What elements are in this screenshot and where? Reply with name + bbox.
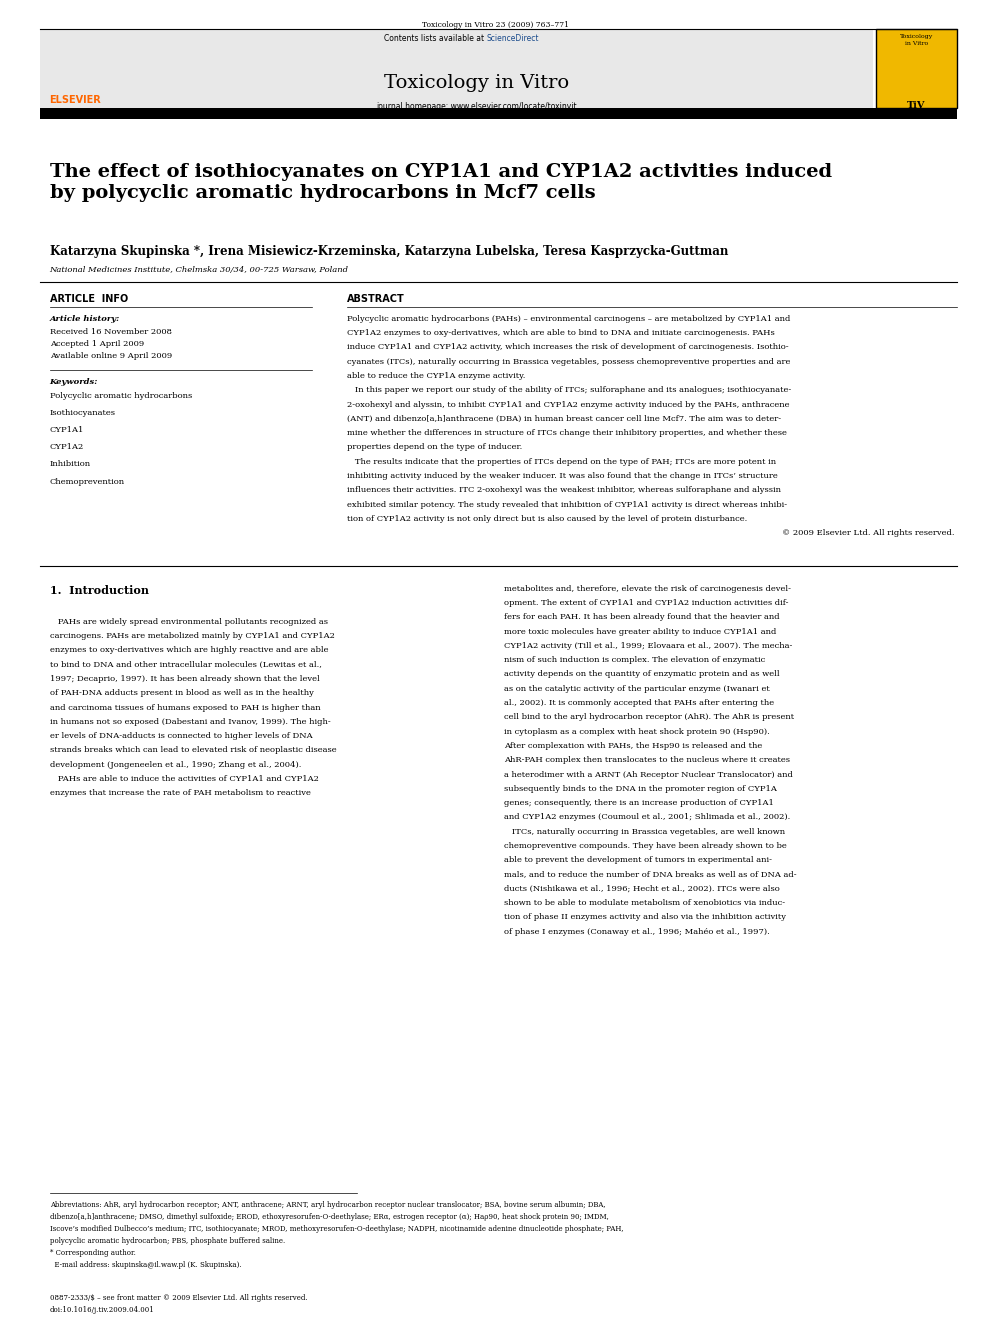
Text: a heterodimer with a ARNT (Ah Receptor Nuclear Translocator) and: a heterodimer with a ARNT (Ah Receptor N… bbox=[504, 770, 793, 778]
Text: chemopreventive compounds. They have been already shown to be: chemopreventive compounds. They have bee… bbox=[504, 841, 787, 849]
Text: metabolites and, therefore, elevate the risk of carcinogenesis devel-: metabolites and, therefore, elevate the … bbox=[504, 585, 791, 593]
Text: ARTICLE  INFO: ARTICLE INFO bbox=[50, 294, 128, 304]
Text: as on the catalytic activity of the particular enzyme (Iwanari et: as on the catalytic activity of the part… bbox=[504, 685, 770, 693]
Text: ELSEVIER: ELSEVIER bbox=[50, 95, 101, 106]
Text: 1997; Decaprio, 1997). It has been already shown that the level: 1997; Decaprio, 1997). It has been alrea… bbox=[50, 675, 319, 683]
Text: enzymes to oxy-derivatives which are highly reactive and are able: enzymes to oxy-derivatives which are hig… bbox=[50, 647, 328, 655]
Text: able to reduce the CYP1A enzyme activity.: able to reduce the CYP1A enzyme activity… bbox=[347, 372, 526, 380]
Text: shown to be able to modulate metabolism of xenobiotics via induc-: shown to be able to modulate metabolism … bbox=[504, 900, 785, 908]
Text: The results indicate that the properties of ITCs depend on the type of PAH; ITCs: The results indicate that the properties… bbox=[347, 458, 777, 466]
Text: Polycyclic aromatic hydrocarbons (PAHs) – environmental carcinogens – are metabo: Polycyclic aromatic hydrocarbons (PAHs) … bbox=[347, 315, 791, 323]
Text: Toxicology in Vitro: Toxicology in Vitro bbox=[384, 74, 568, 91]
Text: cell bind to the aryl hydrocarbon receptor (AhR). The AhR is present: cell bind to the aryl hydrocarbon recept… bbox=[504, 713, 794, 721]
Text: strands breaks which can lead to elevated risk of neoplastic disease: strands breaks which can lead to elevate… bbox=[50, 746, 336, 754]
Text: properties depend on the type of inducer.: properties depend on the type of inducer… bbox=[347, 443, 523, 451]
Text: to bind to DNA and other intracellular molecules (Lewitas et al.,: to bind to DNA and other intracellular m… bbox=[50, 660, 321, 668]
Text: tion of CYP1A2 activity is not only direct but is also caused by the level of pr: tion of CYP1A2 activity is not only dire… bbox=[347, 515, 747, 523]
Text: opment. The extent of CYP1A1 and CYP1A2 induction activities dif-: opment. The extent of CYP1A1 and CYP1A2 … bbox=[504, 599, 789, 607]
Text: genes; consequently, there is an increase production of CYP1A1: genes; consequently, there is an increas… bbox=[504, 799, 774, 807]
Text: Keywords:: Keywords: bbox=[50, 378, 98, 386]
Text: Article history:: Article history: bbox=[50, 315, 120, 323]
Text: Iscove’s modified Dulbecco’s medium; ITC, isothiocyanate; MROD, methoxyresorufen: Iscove’s modified Dulbecco’s medium; ITC… bbox=[50, 1225, 623, 1233]
Text: tion of phase II enzymes activity and also via the inhibition activity: tion of phase II enzymes activity and al… bbox=[504, 913, 786, 921]
Text: able to prevent the development of tumors in experimental ani-: able to prevent the development of tumor… bbox=[504, 856, 772, 864]
Text: ducts (Nishikawa et al., 1996; Hecht et al., 2002). ITCs were also: ducts (Nishikawa et al., 1996; Hecht et … bbox=[504, 885, 780, 893]
Text: 0887-2333/$ – see front matter © 2009 Elsevier Ltd. All rights reserved.: 0887-2333/$ – see front matter © 2009 El… bbox=[50, 1294, 308, 1302]
Text: Polycyclic aromatic hydrocarbons: Polycyclic aromatic hydrocarbons bbox=[50, 392, 191, 400]
Text: mine whether the differences in structure of ITCs change their inhibitory proper: mine whether the differences in structur… bbox=[347, 429, 787, 437]
Text: CYP1A1: CYP1A1 bbox=[50, 426, 84, 434]
Text: influences their activities. ITC 2-oxohexyl was the weakest inhibitor, whereas s: influences their activities. ITC 2-oxohe… bbox=[347, 487, 782, 495]
Text: and carcinoma tissues of humans exposed to PAH is higher than: and carcinoma tissues of humans exposed … bbox=[50, 704, 320, 712]
Text: AhR-PAH complex then translocates to the nucleus where it creates: AhR-PAH complex then translocates to the… bbox=[504, 757, 790, 765]
Text: Accepted 1 April 2009: Accepted 1 April 2009 bbox=[50, 340, 144, 348]
Text: mals, and to reduce the number of DNA breaks as well as of DNA ad-: mals, and to reduce the number of DNA br… bbox=[504, 871, 797, 878]
Text: 2-oxohexyl and alyssin, to inhibit CYP1A1 and CYP1A2 enzyme activity induced by : 2-oxohexyl and alyssin, to inhibit CYP1A… bbox=[347, 401, 790, 409]
Text: Abbreviations: AhR, aryl hydrocarbon receptor; ANT, anthracene; ARNT, aryl hydro: Abbreviations: AhR, aryl hydrocarbon rec… bbox=[50, 1201, 605, 1209]
Text: ScienceDirect: ScienceDirect bbox=[486, 34, 539, 44]
Text: and CYP1A2 enzymes (Coumoul et al., 2001; Shlimada et al., 2002).: and CYP1A2 enzymes (Coumoul et al., 2001… bbox=[504, 814, 791, 822]
Text: Toxicology
in Vitro: Toxicology in Vitro bbox=[900, 34, 933, 45]
Text: ABSTRACT: ABSTRACT bbox=[347, 294, 405, 304]
Text: inhibiting activity induced by the weaker inducer. It was also found that the ch: inhibiting activity induced by the weake… bbox=[347, 472, 778, 480]
Text: fers for each PAH. It has been already found that the heavier and: fers for each PAH. It has been already f… bbox=[504, 614, 780, 622]
Text: CYP1A2 activity (Till et al., 1999; Elovaara et al., 2007). The mecha-: CYP1A2 activity (Till et al., 1999; Elov… bbox=[504, 642, 793, 650]
Text: carcinogens. PAHs are metabolized mainly by CYP1A1 and CYP1A2: carcinogens. PAHs are metabolized mainly… bbox=[50, 632, 334, 640]
Text: PAHs are able to induce the activities of CYP1A1 and CYP1A2: PAHs are able to induce the activities o… bbox=[50, 775, 318, 783]
Text: National Medicines Institute, Chelmska 30/34, 00-725 Warsaw, Poland: National Medicines Institute, Chelmska 3… bbox=[50, 266, 348, 274]
Text: enzymes that increase the rate of PAH metabolism to reactive: enzymes that increase the rate of PAH me… bbox=[50, 790, 310, 798]
Text: The effect of isothiocyanates on CYP1A1 and CYP1A2 activities induced
by polycyc: The effect of isothiocyanates on CYP1A1 … bbox=[50, 163, 831, 202]
Text: in cytoplasm as a complex with heat shock protein 90 (Hsp90).: in cytoplasm as a complex with heat shoc… bbox=[504, 728, 770, 736]
Bar bbox=[40, 29, 873, 108]
Text: * Corresponding author.: * Corresponding author. bbox=[50, 1249, 136, 1257]
Text: al., 2002). It is commonly accepted that PAHs after entering the: al., 2002). It is commonly accepted that… bbox=[504, 699, 774, 706]
Text: cyanates (ITCs), naturally occurring in Brassica vegetables, possess chemopreven: cyanates (ITCs), naturally occurring in … bbox=[347, 357, 791, 365]
Text: Katarzyna Skupinska *, Irena Misiewicz-Krzeminska, Katarzyna Lubelska, Teresa Ka: Katarzyna Skupinska *, Irena Misiewicz-K… bbox=[50, 245, 728, 258]
Text: journal homepage: www.elsevier.com/locate/toxinvit: journal homepage: www.elsevier.com/locat… bbox=[376, 102, 576, 111]
Text: of PAH-DNA adducts present in blood as well as in the healthy: of PAH-DNA adducts present in blood as w… bbox=[50, 689, 313, 697]
Bar bbox=[40, 108, 957, 119]
Text: development (Jongeneelen et al., 1990; Zhang et al., 2004).: development (Jongeneelen et al., 1990; Z… bbox=[50, 761, 301, 769]
Text: Received 16 November 2008: Received 16 November 2008 bbox=[50, 328, 172, 336]
Text: induce CYP1A1 and CYP1A2 activity, which increases the risk of development of ca: induce CYP1A1 and CYP1A2 activity, which… bbox=[347, 344, 789, 352]
Text: CYP1A2: CYP1A2 bbox=[50, 443, 84, 451]
Text: activity depends on the quantity of enzymatic protein and as well: activity depends on the quantity of enzy… bbox=[504, 671, 780, 679]
Text: PAHs are widely spread environmental pollutants recognized as: PAHs are widely spread environmental pol… bbox=[50, 618, 327, 626]
Text: TiV: TiV bbox=[908, 101, 926, 110]
Text: CYP1A2 enzymes to oxy-derivatives, which are able to bind to DNA and initiate ca: CYP1A2 enzymes to oxy-derivatives, which… bbox=[347, 329, 775, 337]
Text: doi:10.1016/j.tiv.2009.04.001: doi:10.1016/j.tiv.2009.04.001 bbox=[50, 1306, 155, 1314]
Text: Contents lists available at: Contents lists available at bbox=[384, 34, 486, 44]
Text: Chemoprevention: Chemoprevention bbox=[50, 478, 125, 486]
Text: © 2009 Elsevier Ltd. All rights reserved.: © 2009 Elsevier Ltd. All rights reserved… bbox=[782, 529, 954, 537]
Text: more toxic molecules have greater ability to induce CYP1A1 and: more toxic molecules have greater abilit… bbox=[504, 627, 777, 635]
Text: E-mail address: skupinska@il.waw.pl (K. Skupinska).: E-mail address: skupinska@il.waw.pl (K. … bbox=[50, 1261, 241, 1269]
Text: (ANT) and dibenzo[a,h]anthracene (DBA) in human breast cancer cell line Mcf7. Th: (ANT) and dibenzo[a,h]anthracene (DBA) i… bbox=[347, 415, 782, 423]
Text: Isothiocyanates: Isothiocyanates bbox=[50, 409, 116, 417]
Text: polycyclic aromatic hydrocarbon; PBS, phosphate buffered saline.: polycyclic aromatic hydrocarbon; PBS, ph… bbox=[50, 1237, 285, 1245]
Text: 1.  Introduction: 1. Introduction bbox=[50, 585, 149, 595]
Text: After complexation with PAHs, the Hsp90 is released and the: After complexation with PAHs, the Hsp90 … bbox=[504, 742, 762, 750]
Text: Toxicology in Vitro 23 (2009) 763–771: Toxicology in Vitro 23 (2009) 763–771 bbox=[423, 21, 569, 29]
Text: er levels of DNA-adducts is connected to higher levels of DNA: er levels of DNA-adducts is connected to… bbox=[50, 732, 312, 740]
Text: ITCs, naturally occurring in Brassica vegetables, are well known: ITCs, naturally occurring in Brassica ve… bbox=[504, 828, 785, 836]
Bar bbox=[876, 29, 957, 108]
Text: nism of such induction is complex. The elevation of enzymatic: nism of such induction is complex. The e… bbox=[504, 656, 765, 664]
Text: dibenzo[a,h]anthracene; DMSO, dimethyl sulfoxide; EROD, ethoxyresorufen-O-deethy: dibenzo[a,h]anthracene; DMSO, dimethyl s… bbox=[50, 1213, 608, 1221]
Text: Inhibition: Inhibition bbox=[50, 460, 90, 468]
Text: exhibited similar potency. The study revealed that inhibition of CYP1A1 activity: exhibited similar potency. The study rev… bbox=[347, 500, 788, 508]
Text: Available online 9 April 2009: Available online 9 April 2009 bbox=[50, 352, 172, 360]
Text: subsequently binds to the DNA in the promoter region of CYP1A: subsequently binds to the DNA in the pro… bbox=[504, 785, 777, 792]
Text: of phase I enzymes (Conaway et al., 1996; Mahéo et al., 1997).: of phase I enzymes (Conaway et al., 1996… bbox=[504, 927, 770, 935]
Text: in humans not so exposed (Dabestani and Ivanov, 1999). The high-: in humans not so exposed (Dabestani and … bbox=[50, 718, 330, 726]
Text: In this paper we report our study of the ability of ITCs; sulforaphane and its a: In this paper we report our study of the… bbox=[347, 386, 792, 394]
